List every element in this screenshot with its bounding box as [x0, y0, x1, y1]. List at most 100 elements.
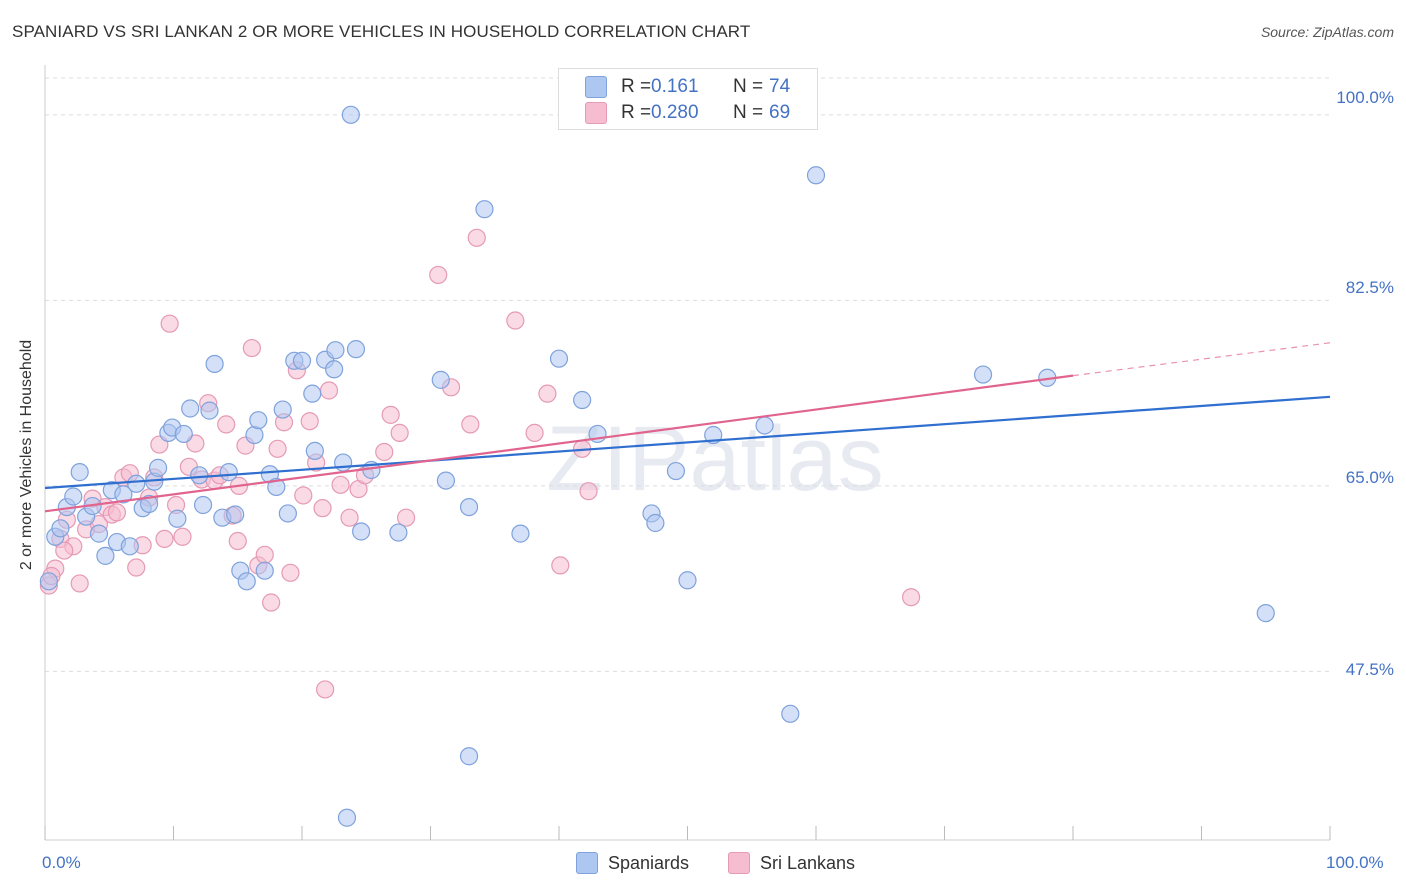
spaniards-point — [168, 509, 187, 528]
spaniards-point — [341, 105, 360, 124]
spaniards-point — [245, 425, 264, 445]
spaniards-point — [70, 463, 89, 482]
legend-r-label: R = — [621, 76, 652, 97]
srilankans-point — [506, 311, 525, 330]
legend-r-value: 0.280 — [651, 102, 699, 123]
spaniards-point — [249, 411, 268, 430]
srilankans-point — [127, 558, 146, 577]
srilankans-point — [340, 508, 359, 527]
legend-n-label: N = — [733, 102, 764, 123]
srilankans-point — [262, 593, 281, 612]
spaniards-point — [292, 351, 312, 370]
x-tick-label: 100.0% — [1326, 853, 1384, 872]
spaniards-point — [200, 401, 219, 420]
bottom-legend-label: Spaniards — [608, 852, 690, 873]
spaniards-point — [459, 747, 479, 766]
watermark: ZIPatlas — [546, 408, 883, 510]
axes-layer — [44, 65, 1331, 841]
srilankans-point — [525, 423, 544, 442]
srilankans-point — [281, 563, 300, 582]
spaniards-point — [114, 485, 133, 504]
spaniards-point — [646, 513, 665, 533]
spaniards-point — [255, 561, 274, 580]
spaniards-point — [226, 505, 245, 524]
y-axis-label: 2 or more Vehicles in Household — [18, 339, 35, 571]
spaniards-point — [39, 572, 58, 591]
srilankans-point — [228, 531, 247, 551]
spaniards-point — [973, 365, 993, 384]
chart-title: SPANIARD VS SRI LANKAN 2 OR MORE VEHICLE… — [12, 22, 751, 41]
x-tick-label: 0.0% — [42, 853, 81, 872]
srilankans-point — [173, 527, 192, 546]
spaniards-point — [174, 424, 193, 444]
srilankans-point — [55, 541, 74, 560]
spaniards-point — [190, 466, 209, 485]
spaniards-point — [431, 370, 450, 389]
srilankans-point — [268, 439, 287, 458]
spaniards-point — [127, 474, 146, 493]
srilankans-point — [538, 384, 557, 403]
legend-r-value: 0.161 — [651, 76, 699, 97]
spaniards-point — [678, 571, 697, 590]
srilankans-point — [107, 503, 127, 522]
spaniards-point — [389, 523, 408, 542]
spaniards-trend-line — [44, 395, 1331, 490]
spaniards-point — [305, 441, 324, 461]
srilankans-point — [375, 442, 394, 462]
y-tick-label: 100.0% — [1336, 88, 1394, 107]
spaniards-point — [334, 453, 353, 472]
spaniards-point — [51, 519, 70, 538]
spaniards-point — [806, 166, 826, 185]
spaniards-point — [755, 416, 774, 435]
srilankans-point — [461, 415, 480, 434]
spaniards-point — [267, 477, 286, 497]
spaniards-point — [139, 494, 159, 514]
bottom-legend-srilankans: Sri Lankans — [728, 852, 855, 874]
spaniards-point — [64, 487, 83, 506]
spaniards-point — [352, 522, 371, 541]
srilankans-point — [381, 405, 400, 424]
srilankans-point — [316, 680, 335, 699]
legend-n-value: 69 — [769, 102, 791, 123]
srilankans-point — [313, 499, 332, 518]
srilankans-point — [242, 338, 261, 358]
bottom-legend-spaniards: Spaniards — [576, 852, 689, 874]
spaniards-point — [666, 461, 686, 481]
spaniards-point — [89, 524, 109, 543]
trend-layer — [44, 342, 1331, 513]
spaniards-point — [475, 200, 494, 219]
spaniards-point — [573, 390, 592, 410]
srilankans-point — [155, 529, 174, 549]
srilankans-swatch — [728, 852, 750, 874]
spaniards-point — [1256, 604, 1275, 623]
bottom-legend-label: Sri Lankans — [760, 852, 856, 873]
spaniards-point — [193, 495, 213, 515]
legend-n-label: N = — [733, 76, 764, 97]
correlation-legend: R = 0.161 N = 74 R = 0.280 N = 69 — [558, 68, 818, 130]
spaniards-point — [511, 524, 530, 543]
spaniards-point — [326, 341, 345, 360]
srilankans-point — [396, 508, 416, 527]
source-label: Source: ZipAtlas.com — [1260, 24, 1394, 40]
srilankans-point — [390, 423, 409, 442]
spaniards-swatch — [585, 76, 607, 98]
srilankans-point — [255, 545, 274, 564]
srilankans-point — [467, 228, 486, 247]
srilankans-point — [429, 265, 448, 285]
spaniards-point — [181, 399, 200, 418]
srilankans-point — [319, 381, 339, 400]
srilankans-point — [160, 314, 179, 333]
spaniards-point — [278, 504, 297, 523]
srilankans-point — [300, 412, 319, 431]
y-tick-label: 47.5% — [1345, 660, 1394, 679]
spaniards-point — [237, 572, 256, 591]
srilankans-point — [551, 556, 570, 575]
spaniards-point — [120, 537, 139, 556]
srilankans-point — [70, 574, 89, 593]
legend-n-value: 74 — [769, 76, 791, 97]
y-tick-label: 65.0% — [1345, 468, 1394, 487]
srilankans-point — [331, 475, 350, 494]
spaniards-point — [337, 808, 357, 827]
srilankans-swatch — [585, 102, 607, 124]
spaniards-points — [39, 105, 1275, 827]
